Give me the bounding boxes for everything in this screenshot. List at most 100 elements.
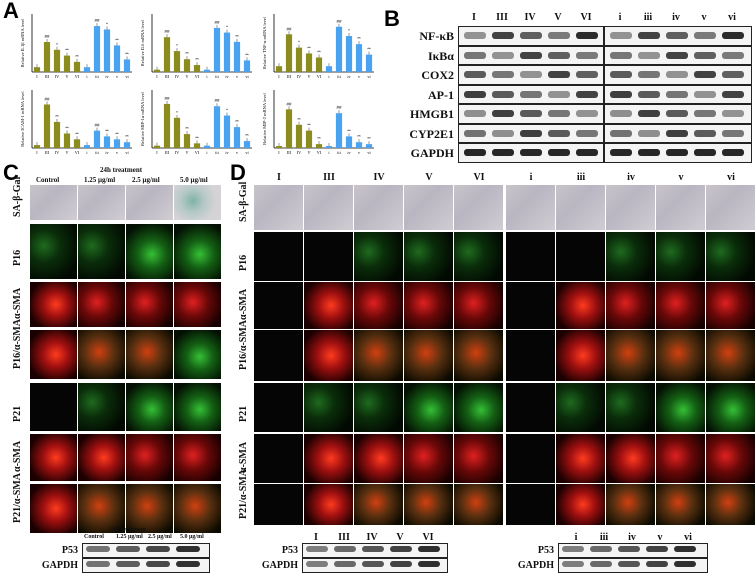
significance-marker: ** (357, 134, 361, 139)
micrograph-cell (404, 282, 453, 329)
protein-label: CYP2E1 (409, 126, 454, 141)
micrograph-cell (706, 383, 755, 432)
blot-band (610, 129, 632, 137)
lane-label: i (618, 12, 622, 23)
bar (365, 144, 373, 148)
bar (193, 65, 201, 72)
micrograph-cell (606, 434, 655, 483)
bar (285, 109, 293, 148)
x-tick-label: VI (75, 74, 80, 79)
blot-lane-label: i (574, 532, 578, 543)
blot-band (306, 561, 328, 567)
x-tick-label: v (236, 74, 239, 79)
significance-marker: ** (185, 126, 189, 131)
x-tick-label: v (116, 74, 119, 79)
row-label: P16 (238, 254, 249, 271)
blot-band (464, 51, 486, 59)
treatment-label: 24h treatment (100, 166, 143, 174)
x-tick-label: III (165, 74, 170, 79)
micrograph-cell (30, 484, 77, 533)
micrograph-cell (254, 330, 303, 381)
blot-band (638, 71, 660, 78)
micrograph-cell (706, 484, 755, 525)
bar-chart-6: Relative MIP-2 mRNA level I ## III ** IV ** V **… (262, 88, 382, 166)
significance-marker: ** (185, 51, 189, 56)
blot-band (176, 561, 200, 567)
x-tick-label: i (328, 150, 330, 155)
micrograph-cell (656, 434, 705, 483)
significance-marker: * (176, 110, 178, 115)
bar (83, 67, 91, 72)
blot-band (694, 149, 716, 156)
significance-marker: ** (105, 128, 109, 133)
protein-label: IκBα (427, 48, 454, 63)
micrograph-cell (354, 232, 403, 281)
significance-marker: ## (44, 97, 50, 102)
blot-band (694, 71, 716, 78)
bottom-treatment-label: 24h treatment (110, 527, 147, 533)
significance-marker: * (56, 42, 58, 47)
x-tick-label: iii (337, 74, 341, 79)
significance-marker: ** (195, 57, 199, 62)
bar (183, 134, 191, 148)
x-tick-label: vi (367, 150, 371, 155)
y-axis-label: Relative TNF-α mRNA level (262, 16, 267, 69)
micrograph-cell (656, 330, 705, 381)
lane-label: iii (643, 12, 653, 23)
bar (103, 29, 111, 72)
x-tick-label: iv (347, 150, 351, 155)
micrograph-cell (506, 434, 555, 483)
micrograph-cell (30, 282, 77, 327)
blot-band (492, 110, 514, 117)
x-tick-label: IV (297, 150, 301, 155)
panel-a-letter: A (3, 0, 19, 23)
significance-marker: ** (307, 123, 311, 128)
micrograph-cell (254, 484, 303, 525)
bar (53, 49, 61, 72)
micrograph-cell (656, 185, 705, 230)
significance-marker: * (348, 28, 350, 33)
micrograph-cell (506, 484, 555, 525)
blot-band (390, 546, 412, 552)
blot-lane-label: I (314, 532, 318, 543)
lane-label: v (701, 12, 707, 23)
column-label: v (678, 172, 684, 183)
x-tick-label: V (65, 150, 68, 155)
blot-band (646, 546, 668, 552)
blot-band (722, 71, 744, 78)
protein-label: GAPDH (410, 146, 454, 160)
significance-marker: ## (94, 123, 100, 128)
blot-band (334, 546, 356, 552)
bar (63, 133, 71, 148)
micrograph-cell (78, 383, 125, 431)
x-tick-label: VI (75, 150, 80, 155)
bar-chart-svg: Relative IL6 mRNA level I ## III * IV ** V ** VI i… (140, 14, 252, 79)
x-tick-label: v (358, 74, 361, 79)
bar (213, 106, 221, 148)
bar (113, 45, 121, 72)
micrograph-cell (454, 185, 503, 230)
micrograph-cell (174, 434, 221, 481)
x-tick-label: vi (245, 150, 249, 155)
micrograph-cell (354, 330, 403, 381)
bar (355, 142, 363, 148)
x-tick-label: vi (125, 74, 129, 79)
x-tick-label: VI (317, 150, 322, 155)
micrograph-cell (78, 224, 125, 279)
micrograph-cell (556, 330, 605, 381)
x-tick-label: I (278, 74, 280, 79)
micrograph-cell (454, 434, 503, 483)
bar (275, 66, 283, 72)
x-tick-label: III (45, 150, 50, 155)
x-tick-label: i (206, 150, 208, 155)
micrograph-cell (126, 185, 173, 220)
lane-label: vi (728, 12, 736, 23)
blot-band (576, 51, 598, 59)
micrograph-cell (304, 282, 353, 329)
bar (203, 145, 211, 148)
row-label: P21/α-SMA (12, 472, 23, 523)
blot-band (666, 71, 688, 78)
micrograph-cell (174, 383, 221, 431)
micrograph-cell (556, 484, 605, 525)
bar-chart-svg: Relative IL1β mRNA level I ## III * IV ** V ** VI… (20, 14, 132, 79)
